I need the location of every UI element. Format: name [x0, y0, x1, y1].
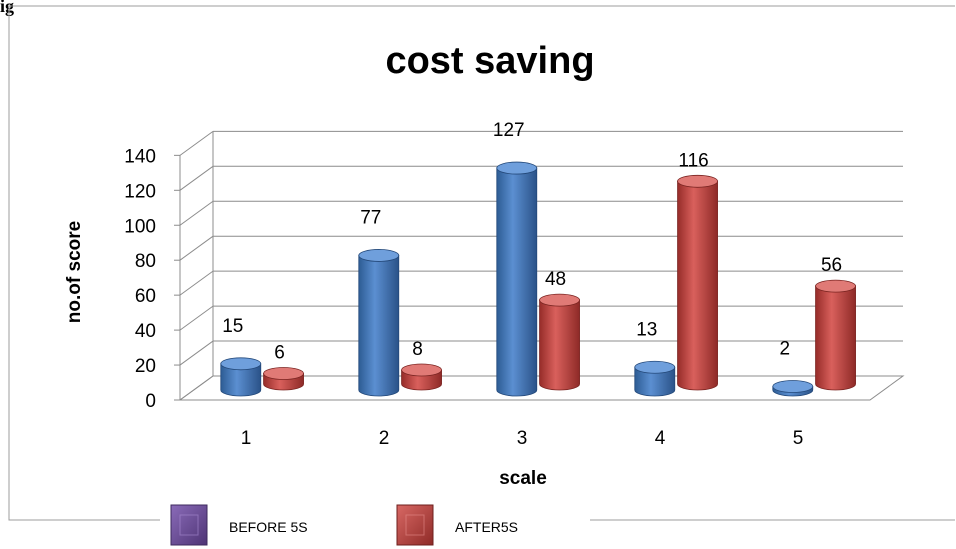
bars [220, 161, 856, 397]
bar-body [677, 180, 718, 391]
data-label: 6 [274, 343, 285, 364]
bar [263, 367, 304, 391]
bar-body [539, 299, 580, 391]
bar-top [539, 293, 580, 307]
bar-top [358, 249, 400, 262]
gridline-side [179, 200, 214, 226]
bar [815, 279, 856, 391]
x-tick-label: 2 [379, 428, 390, 449]
x-tick-label: 1 [241, 428, 252, 449]
bar [772, 380, 814, 397]
data-label: 48 [545, 269, 566, 290]
data-label: 127 [493, 120, 525, 141]
data-label: 116 [678, 150, 708, 171]
bar [539, 293, 580, 391]
gridline-side [179, 130, 214, 156]
x-axis-ticks: 1 2 3 4 5 [241, 428, 804, 449]
data-label: 56 [821, 255, 842, 276]
y-axis-ticks: 0 20 40 60 80 100 120 140 [124, 146, 156, 412]
bar [401, 363, 442, 391]
bar-top [815, 279, 856, 293]
y-axis-label: no.of score [64, 221, 85, 323]
bar-body [220, 363, 262, 397]
figure-caption-fragment: ig [0, 0, 15, 16]
gridline-side [179, 305, 214, 331]
legend-swatch-after-inner [405, 514, 425, 536]
data-label: 15 [222, 316, 243, 337]
bar-top [677, 174, 718, 188]
y-tick-label: 80 [135, 251, 156, 272]
y-tick-label: 60 [135, 286, 156, 307]
bar [220, 357, 262, 397]
bar [634, 360, 676, 397]
gridline-side [179, 235, 214, 261]
data-label: 77 [360, 207, 381, 228]
x-axis-label: scale [499, 468, 547, 489]
data-label: 8 [412, 339, 423, 360]
gridline-side [179, 340, 214, 366]
legend-label-after: AFTER5S [455, 519, 518, 535]
gridline-side [179, 270, 214, 296]
bar-body [358, 255, 400, 397]
bar-body [634, 366, 676, 397]
chart-frame [8, 5, 955, 521]
bar-top [772, 380, 814, 393]
legend: BEFORE 5S AFTER5S [170, 504, 518, 546]
x-tick-label: 4 [655, 428, 666, 449]
chart-title: cost saving [385, 40, 594, 82]
gridline-side [179, 165, 214, 191]
bar [496, 161, 538, 397]
bar-top [401, 363, 442, 377]
y-tick-label: 100 [124, 216, 156, 237]
y-tick-label: 40 [135, 321, 156, 342]
legend-label-before: BEFORE 5S [229, 519, 308, 535]
bar [358, 249, 400, 397]
data-labels: 15 6 77 8 127 48 13 116 2 56 [222, 120, 842, 363]
gridlines [174, 130, 905, 401]
bar [677, 174, 718, 391]
bar-top [263, 367, 304, 380]
y-tick-label: 140 [124, 146, 156, 167]
legend-swatch-before-inner [179, 514, 199, 536]
y-tick-label: 20 [135, 356, 156, 377]
legend-swatch-before [170, 504, 208, 546]
floor [178, 375, 905, 401]
data-label: 2 [779, 339, 790, 360]
bar-top [634, 360, 676, 374]
y-tick-label: 0 [145, 391, 156, 412]
bar-top [496, 161, 538, 175]
legend-swatch-after [396, 504, 434, 546]
bar-body [496, 167, 538, 397]
x-tick-label: 5 [793, 428, 804, 449]
y-tick-label: 120 [124, 181, 156, 202]
bar-body [815, 285, 856, 391]
data-label: 13 [636, 319, 657, 340]
bar-top [220, 357, 262, 371]
x-tick-label: 3 [517, 428, 528, 449]
